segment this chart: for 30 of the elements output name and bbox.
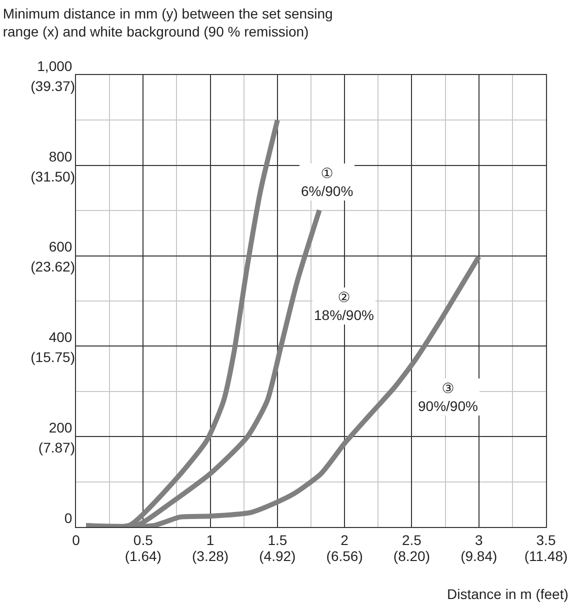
x-axis-title: Distance in m (feet) <box>447 586 568 602</box>
annotation: ② 18%/90% <box>314 289 374 324</box>
x2-tick-label: (11.48) <box>524 548 568 564</box>
x2-tick-label: (9.84) <box>460 548 498 564</box>
chart-title: Minimum distance in mm (y) between the set sensing range (x) and white background (90 % remission) <box>2 5 333 40</box>
x-tick-label: 2.5 <box>402 532 422 548</box>
x2-tick-label: (8.20) <box>393 548 430 564</box>
annotation: ① 6%/90% <box>301 165 354 200</box>
x2-tick-label: (1.64) <box>124 548 162 564</box>
y-tick-label: 0 <box>64 510 72 526</box>
y2-tick-label: (7.87) <box>38 440 75 456</box>
y2-tick-label: (15.75) <box>30 349 75 366</box>
y-tick-label: 200 <box>48 420 72 436</box>
y-tick-label: 1,000 <box>37 58 72 74</box>
y2-tick-label: (39.37) <box>30 78 75 94</box>
x2-tick-label: (4.92) <box>259 548 296 564</box>
x2-tick-label: (3.28) <box>192 548 229 564</box>
annotation: ③ 90%/90% <box>418 380 478 414</box>
x2-tick-label: (6.56) <box>326 548 363 564</box>
x-tick-label: 3 <box>474 532 483 548</box>
y-tick-label: 600 <box>48 238 72 255</box>
x-tick-label: 1 <box>206 532 214 548</box>
y-tick-label: 800 <box>48 148 72 164</box>
x-tick-label: 0.5 <box>133 532 154 548</box>
x-tick-label: 1.5 <box>268 532 288 548</box>
x-tick-label: 3.5 <box>536 532 556 548</box>
y-tick-label: 400 <box>48 329 72 346</box>
x-tick-label: 2 <box>340 532 349 548</box>
y2-tick-label: (23.62) <box>30 258 75 275</box>
y2-tick-label: (31.50) <box>30 168 75 184</box>
